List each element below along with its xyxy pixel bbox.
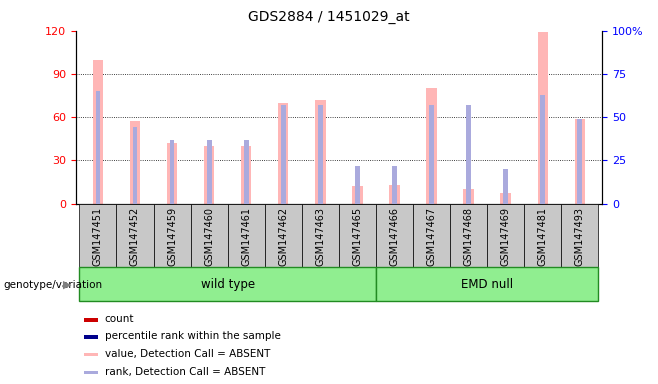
Bar	[153, 204, 191, 267]
Bar	[538, 32, 548, 204]
Text: GSM147462: GSM147462	[278, 207, 288, 266]
Bar	[318, 105, 322, 204]
Bar	[167, 143, 177, 204]
Text: rank, Detection Call = ABSENT: rank, Detection Call = ABSENT	[105, 367, 265, 377]
Bar	[376, 204, 413, 267]
Text: GSM147459: GSM147459	[167, 207, 177, 266]
Bar	[191, 204, 228, 267]
Text: GSM147460: GSM147460	[204, 207, 214, 266]
Bar	[265, 204, 302, 267]
Bar	[95, 91, 100, 204]
Bar	[281, 105, 286, 204]
Bar	[392, 166, 397, 204]
Bar	[241, 146, 251, 204]
Bar	[450, 204, 487, 267]
Bar	[84, 353, 98, 356]
Bar	[503, 169, 508, 204]
Bar	[130, 121, 140, 204]
Bar	[426, 88, 437, 204]
Bar	[80, 267, 376, 301]
Bar	[278, 103, 288, 204]
Text: GSM147463: GSM147463	[315, 207, 325, 266]
Text: count: count	[105, 314, 134, 324]
Bar	[84, 318, 98, 322]
Text: GSM147467: GSM147467	[426, 207, 436, 266]
Bar	[501, 194, 511, 204]
Text: wild type: wild type	[201, 278, 255, 291]
Bar	[84, 371, 98, 374]
Bar	[413, 204, 450, 267]
Text: GSM147466: GSM147466	[390, 207, 399, 266]
Text: ▶: ▶	[63, 280, 71, 290]
Bar	[170, 140, 174, 204]
Bar	[315, 100, 326, 204]
Text: GSM147451: GSM147451	[93, 207, 103, 266]
Text: genotype/variation: genotype/variation	[3, 280, 103, 290]
Bar	[84, 335, 98, 339]
Bar	[352, 186, 363, 204]
Bar	[463, 189, 474, 204]
Text: percentile rank within the sample: percentile rank within the sample	[105, 331, 280, 341]
Bar	[228, 204, 265, 267]
Bar	[429, 105, 434, 204]
Text: GDS2884 / 1451029_at: GDS2884 / 1451029_at	[248, 10, 410, 23]
Bar	[487, 204, 524, 267]
Bar	[339, 204, 376, 267]
Bar	[116, 204, 153, 267]
Bar	[243, 140, 249, 204]
Bar	[204, 146, 215, 204]
Text: GSM147481: GSM147481	[538, 207, 547, 266]
Bar	[574, 119, 585, 204]
Text: value, Detection Call = ABSENT: value, Detection Call = ABSENT	[105, 349, 270, 359]
Text: GSM147465: GSM147465	[353, 207, 363, 266]
Bar	[376, 267, 598, 301]
Text: GSM147469: GSM147469	[501, 207, 511, 266]
Bar	[524, 204, 561, 267]
Text: GSM147452: GSM147452	[130, 207, 140, 266]
Bar	[467, 105, 471, 204]
Bar	[80, 204, 116, 267]
Bar	[207, 140, 211, 204]
Text: GSM147493: GSM147493	[575, 207, 585, 266]
Bar	[355, 166, 360, 204]
Bar	[302, 204, 339, 267]
Bar	[561, 204, 598, 267]
Text: EMD null: EMD null	[461, 278, 513, 291]
Bar	[93, 60, 103, 204]
Text: GSM147461: GSM147461	[241, 207, 251, 266]
Bar	[132, 127, 138, 204]
Bar	[578, 119, 582, 204]
Bar	[390, 185, 399, 204]
Bar	[540, 95, 545, 204]
Text: GSM147468: GSM147468	[464, 207, 474, 266]
